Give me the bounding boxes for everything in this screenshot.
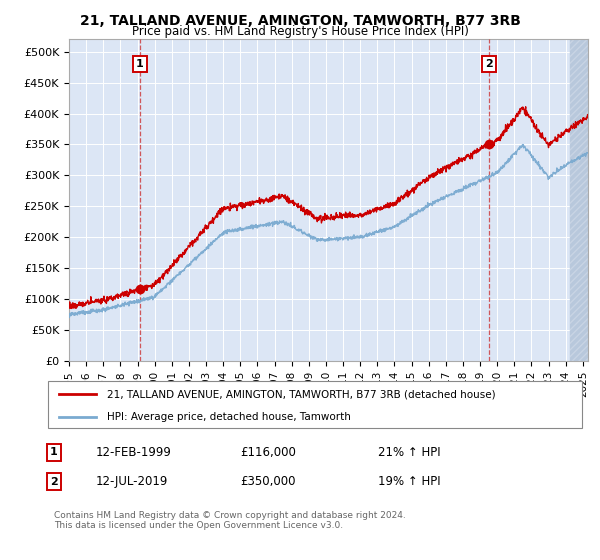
Text: 21% ↑ HPI: 21% ↑ HPI [378, 446, 440, 459]
FancyBboxPatch shape [48, 381, 582, 428]
Text: 12-JUL-2019: 12-JUL-2019 [96, 475, 169, 488]
Text: 2: 2 [50, 477, 58, 487]
Text: 1: 1 [136, 59, 143, 69]
Text: 19% ↑ HPI: 19% ↑ HPI [378, 475, 440, 488]
Bar [570, 39, 588, 361]
Text: 12-FEB-1999: 12-FEB-1999 [96, 446, 172, 459]
Text: £116,000: £116,000 [240, 446, 296, 459]
Text: 1: 1 [50, 447, 58, 458]
Text: 2: 2 [485, 59, 493, 69]
Text: 21, TALLAND AVENUE, AMINGTON, TAMWORTH, B77 3RB: 21, TALLAND AVENUE, AMINGTON, TAMWORTH, … [80, 14, 520, 28]
Text: Price paid vs. HM Land Registry's House Price Index (HPI): Price paid vs. HM Land Registry's House … [131, 25, 469, 38]
Bar [570, 39, 588, 361]
Text: £350,000: £350,000 [240, 475, 296, 488]
Text: HPI: Average price, detached house, Tamworth: HPI: Average price, detached house, Tamw… [107, 412, 350, 422]
Text: Contains HM Land Registry data © Crown copyright and database right 2024.
This d: Contains HM Land Registry data © Crown c… [54, 511, 406, 530]
Text: 21, TALLAND AVENUE, AMINGTON, TAMWORTH, B77 3RB (detached house): 21, TALLAND AVENUE, AMINGTON, TAMWORTH, … [107, 389, 496, 399]
